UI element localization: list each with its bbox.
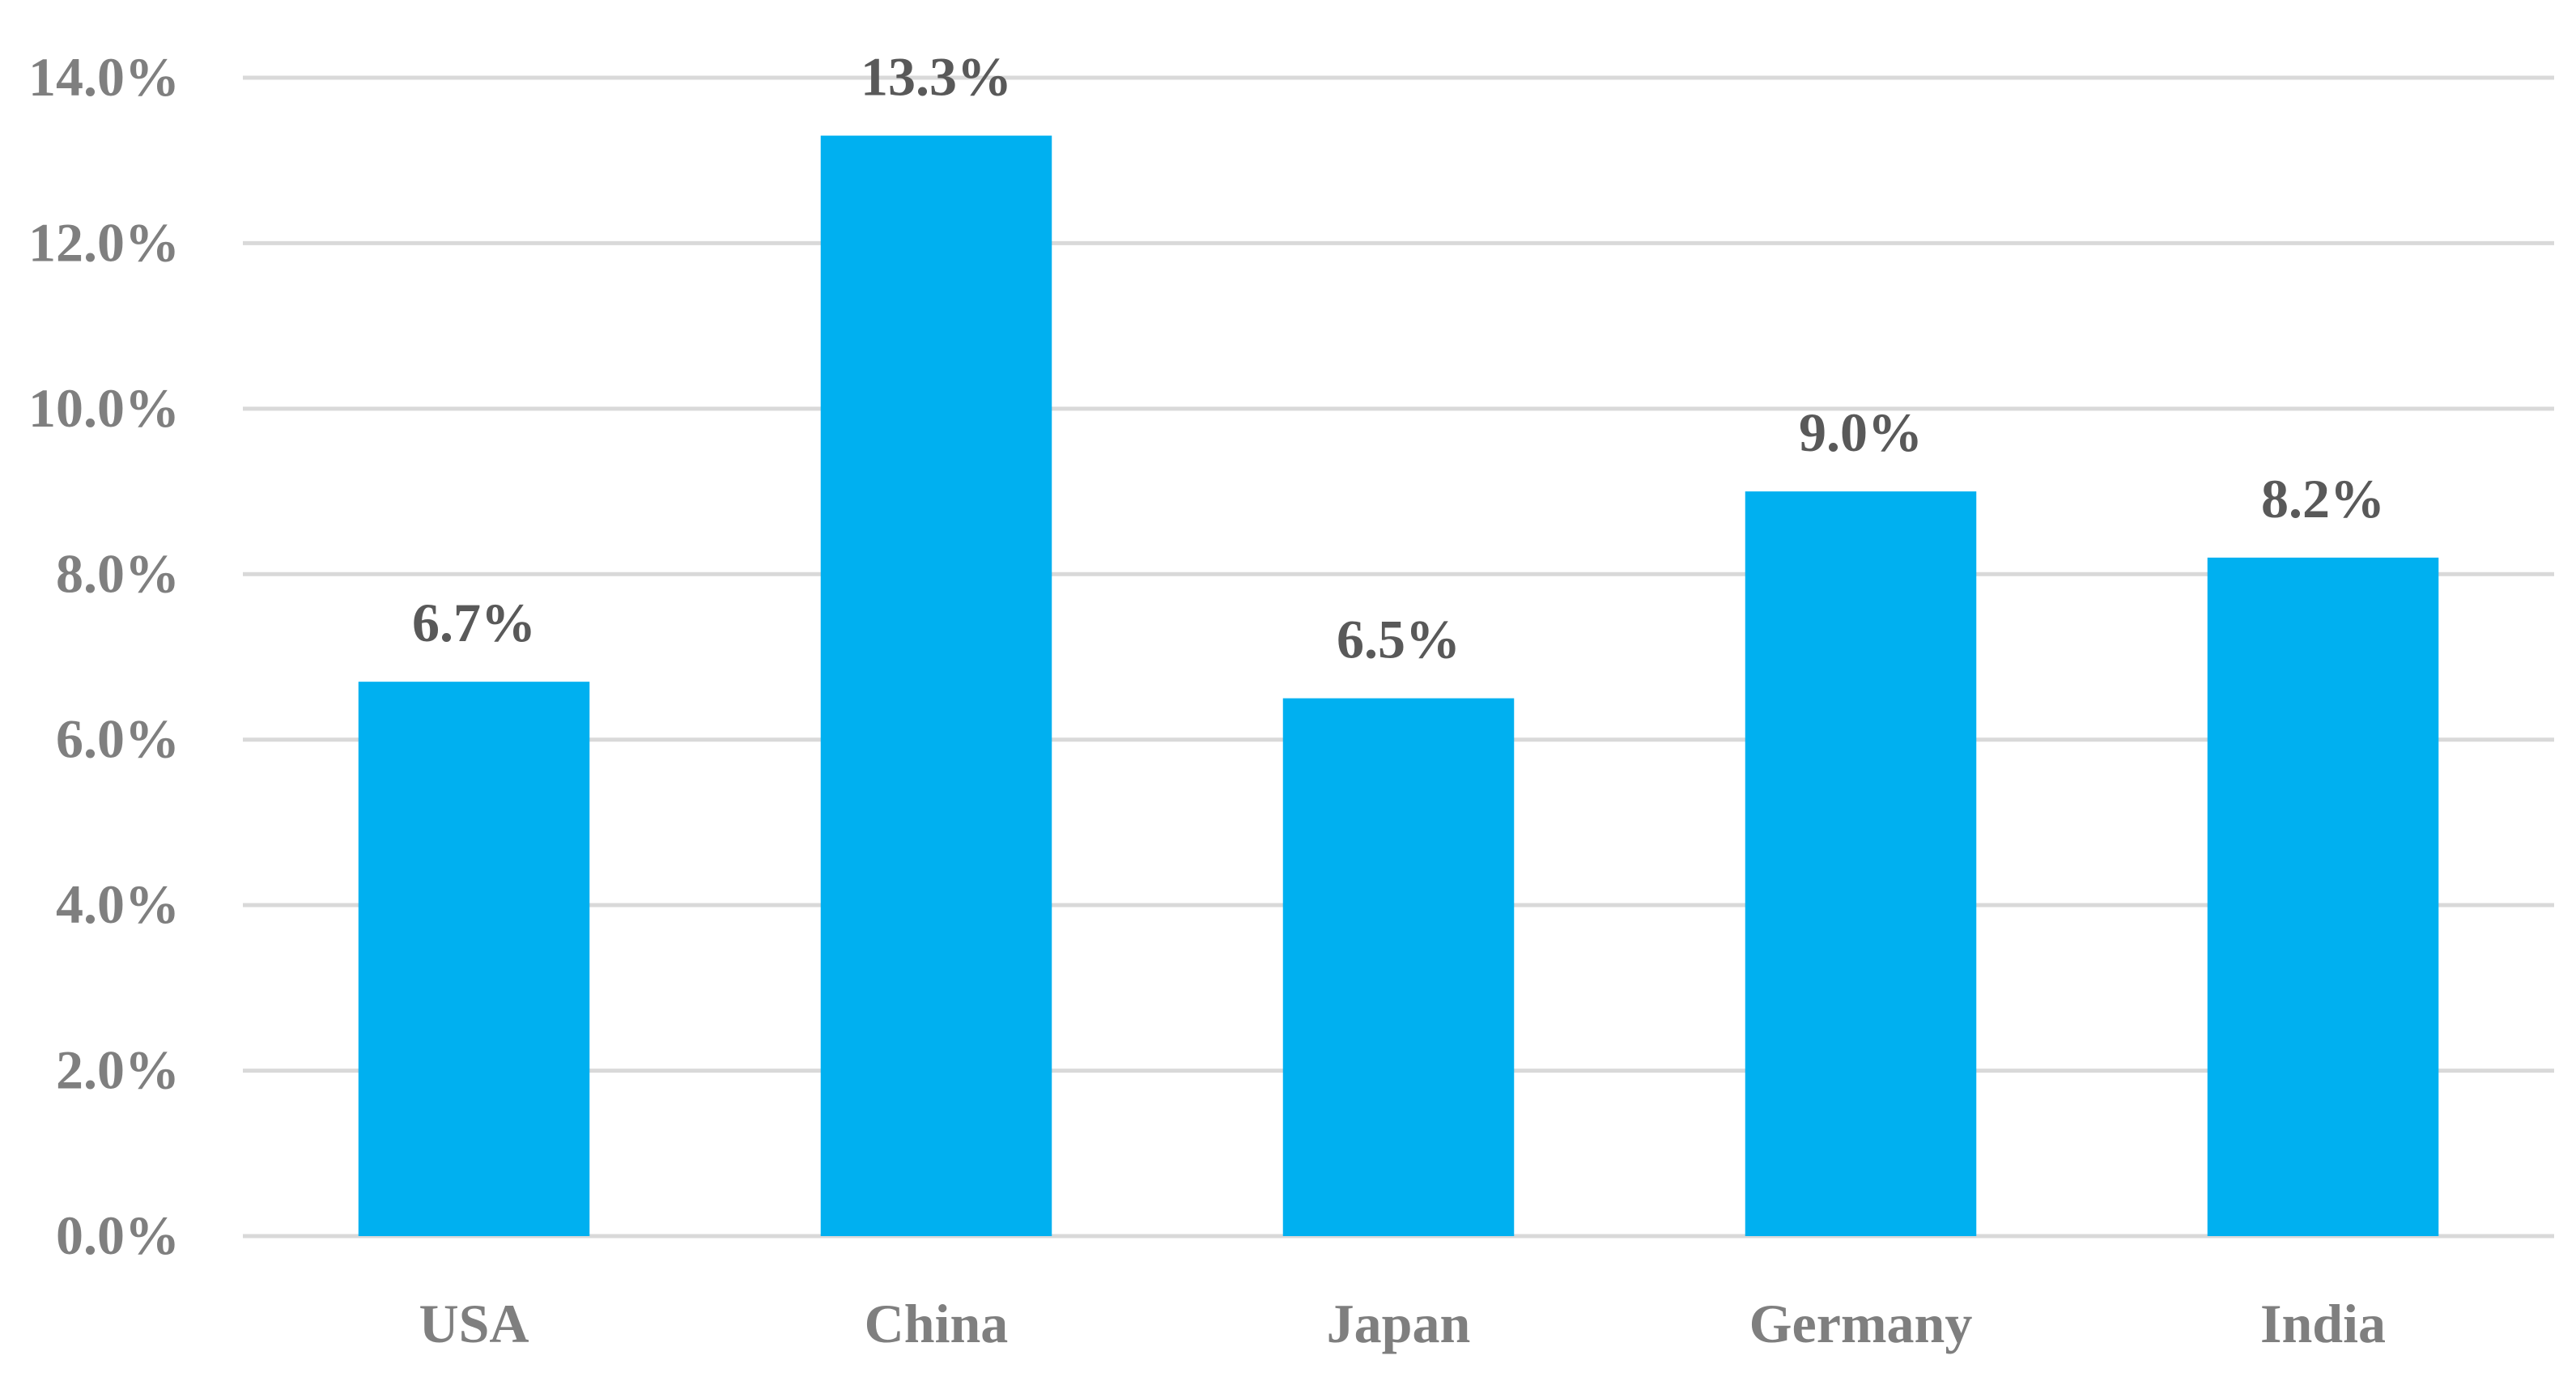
bar-usa: [358, 682, 590, 1236]
x-category-label: India: [2260, 1293, 2386, 1354]
y-tick-label: 12.0%: [28, 211, 180, 273]
data-label: 6.7%: [412, 592, 536, 653]
bars: [358, 135, 2439, 1236]
data-label: 6.5%: [1337, 609, 1460, 670]
x-category-label: China: [865, 1293, 1009, 1354]
x-category-label: USA: [419, 1293, 529, 1354]
data-label: 8.2%: [2261, 468, 2385, 529]
y-tick-label: 6.0%: [56, 708, 180, 770]
y-axis-tick-labels: 0.0% 2.0% 4.0% 6.0% 8.0% 10.0% 12.0% 14.0%: [28, 46, 180, 1266]
y-tick-label: 0.0%: [56, 1205, 180, 1266]
data-label: 9.0%: [1799, 402, 1923, 463]
data-labels: 6.7% 13.3% 6.5% 9.0% 8.2%: [412, 46, 2385, 670]
y-tick-label: 8.0%: [56, 542, 180, 604]
y-tick-label: 2.0%: [56, 1039, 180, 1101]
data-label: 13.3%: [861, 46, 1012, 108]
bar-germany: [1745, 491, 1977, 1236]
bar-japan: [1282, 698, 1515, 1236]
x-axis-category-labels: USA China Japan Germany India: [419, 1293, 2386, 1354]
bar-china: [820, 135, 1052, 1236]
bar-india: [2207, 557, 2439, 1236]
y-tick-label: 14.0%: [28, 46, 180, 108]
y-tick-label: 4.0%: [56, 873, 180, 935]
y-tick-label: 10.0%: [28, 377, 180, 439]
x-category-label: Japan: [1327, 1293, 1471, 1354]
x-category-label: Germany: [1749, 1293, 1973, 1354]
